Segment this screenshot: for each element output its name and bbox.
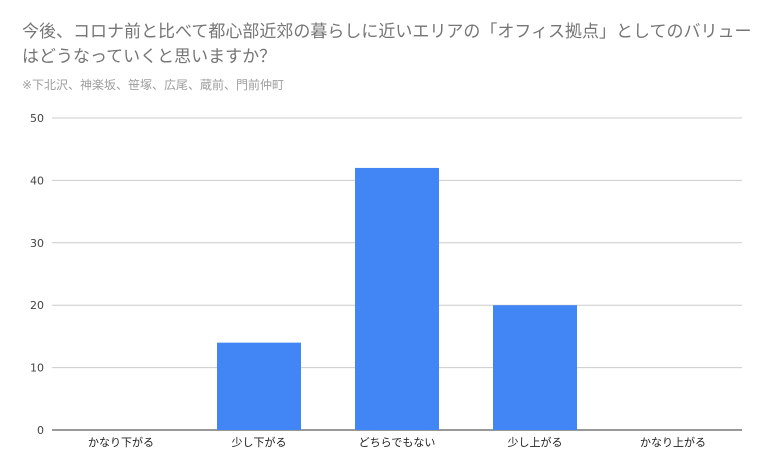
y-tick-label: 50: [30, 112, 44, 125]
x-tick-label: かなり下がる: [88, 435, 154, 449]
bar: [493, 305, 577, 430]
x-tick-label: どちらでもない: [359, 436, 436, 449]
y-tick-label: 10: [30, 362, 44, 375]
x-tick-label: 少し上がる: [508, 435, 563, 449]
y-tick-label: 40: [30, 174, 44, 187]
x-tick-label: 少し下がる: [232, 435, 287, 449]
y-tick-label: 30: [30, 237, 44, 250]
bar: [217, 342, 301, 430]
chart-title: 今後、コロナ前と比べて都心部近郊の暮らしに近いエリアの「オフィス拠点」としてのバ…: [22, 22, 752, 67]
y-tick-label: 0: [37, 424, 44, 437]
x-tick-label: かなり上がる: [640, 435, 706, 449]
bar: [355, 167, 439, 431]
chart-subtitle: ※下北沢、神楽坂、笹塚、広尾、蔵前、門前仲町: [22, 78, 285, 92]
y-tick-label: 20: [30, 299, 44, 312]
